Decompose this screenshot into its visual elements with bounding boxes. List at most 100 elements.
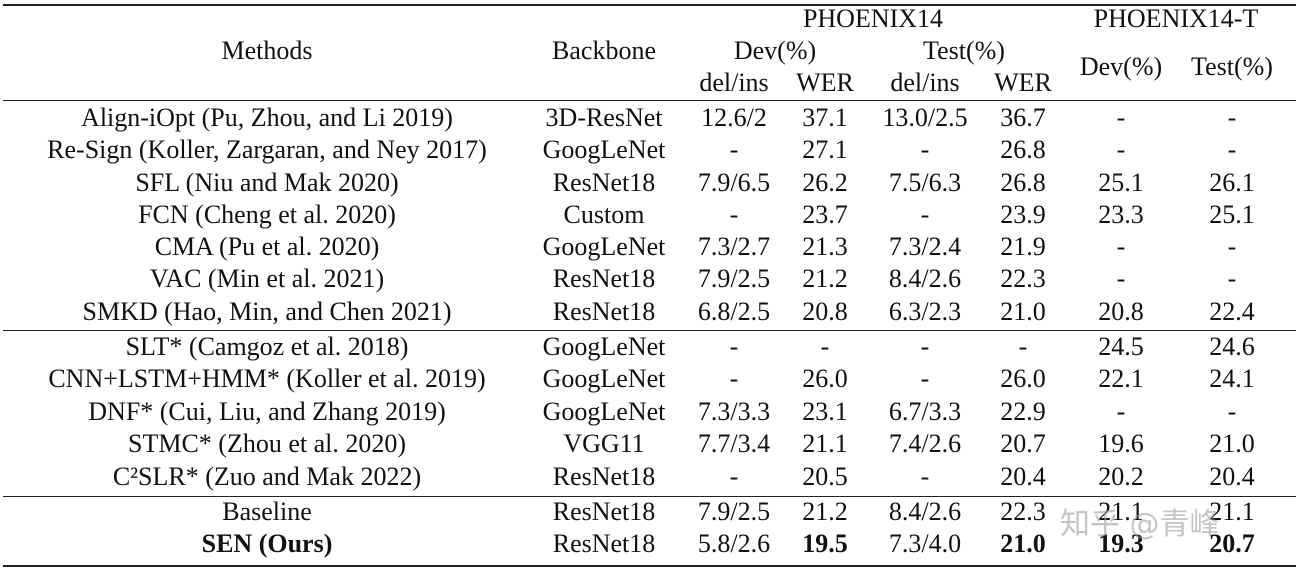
cell-test-di: 7.5/6.3 bbox=[888, 168, 962, 197]
cell-method: STMC* (Zhou et al. 2020) bbox=[127, 429, 407, 458]
cell-t-test: - bbox=[1227, 397, 1237, 426]
cell-method: SLT* (Camgoz et al. 2018) bbox=[125, 332, 409, 361]
cell-test-wer: 20.7 bbox=[1000, 429, 1046, 458]
header-phoenix14: PHOENIX14 bbox=[802, 4, 944, 33]
cell-test-di: 6.7/3.3 bbox=[888, 397, 962, 426]
cell-test-wer: 26.8 bbox=[1000, 135, 1046, 164]
cell-dev-di: - bbox=[729, 332, 739, 361]
cell-backbone: ResNet18 bbox=[552, 497, 656, 526]
cell-t-test: 20.7 bbox=[1209, 529, 1255, 558]
cell-test-wer: 22.3 bbox=[1000, 497, 1046, 526]
cell-t-dev: 19.6 bbox=[1098, 429, 1144, 458]
cell-dev-wer: 23.7 bbox=[802, 200, 848, 229]
header-methods: Methods bbox=[221, 36, 313, 65]
cell-test-di: - bbox=[920, 200, 930, 229]
cell-test-di: 6.3/2.3 bbox=[888, 297, 962, 326]
group-rule-1 bbox=[3, 330, 1296, 331]
cell-t-dev: - bbox=[1116, 103, 1126, 132]
cell-dev-di: 7.9/6.5 bbox=[697, 168, 771, 197]
cell-t-dev: 19.3 bbox=[1098, 529, 1144, 558]
cell-t-dev: 20.8 bbox=[1098, 297, 1144, 326]
cell-t-test: 24.6 bbox=[1209, 332, 1255, 361]
header-backbone: Backbone bbox=[552, 36, 656, 65]
cell-dev-di: 7.9/2.5 bbox=[697, 497, 771, 526]
cell-method: VAC (Min et al. 2021) bbox=[149, 264, 385, 293]
cell-backbone: Custom bbox=[563, 200, 645, 229]
cell-dev-di: 7.3/3.3 bbox=[697, 397, 771, 426]
header-phoenix14t: PHOENIX14-T bbox=[1093, 4, 1259, 33]
cell-t-test: - bbox=[1227, 135, 1237, 164]
cell-method: CMA (Pu et al. 2020) bbox=[154, 232, 380, 261]
cell-method: Re-Sign (Koller, Zargaran, and Ney 2017) bbox=[47, 135, 487, 164]
cell-test-wer: 22.9 bbox=[1000, 397, 1046, 426]
header-dev-wer: WER bbox=[796, 68, 854, 97]
cell-dev-di: 7.7/3.4 bbox=[697, 429, 771, 458]
cell-dev-di: - bbox=[729, 135, 739, 164]
cell-backbone: VGG11 bbox=[563, 429, 645, 458]
cell-dev-wer: 21.3 bbox=[802, 232, 848, 261]
cell-t-test: 25.1 bbox=[1209, 200, 1255, 229]
cell-t-dev: 21.1 bbox=[1098, 497, 1144, 526]
header-dev-delins: del/ins bbox=[699, 68, 769, 97]
cell-backbone: ResNet18 bbox=[552, 168, 656, 197]
cell-test-di: 13.0/2.5 bbox=[882, 103, 968, 132]
cell-dev-di: 7.9/2.5 bbox=[697, 264, 771, 293]
cell-test-di: - bbox=[920, 332, 930, 361]
cell-backbone: ResNet18 bbox=[552, 462, 656, 491]
bottom-rule bbox=[3, 565, 1296, 567]
cell-t-test: - bbox=[1227, 103, 1237, 132]
cell-test-di: 8.4/2.6 bbox=[888, 497, 962, 526]
cell-backbone: 3D-ResNet bbox=[545, 103, 663, 132]
cell-test-wer: 22.3 bbox=[1000, 264, 1046, 293]
header-test: Test(%) bbox=[923, 36, 1005, 65]
cell-t-test: 21.1 bbox=[1209, 497, 1255, 526]
cell-t-test: - bbox=[1227, 264, 1237, 293]
cell-backbone: ResNet18 bbox=[552, 264, 656, 293]
group-rule-2 bbox=[3, 496, 1296, 497]
cell-t-dev: 20.2 bbox=[1098, 462, 1144, 491]
top-rule bbox=[3, 4, 1296, 6]
cell-method: CNN+LSTM+HMM* (Koller et al. 2019) bbox=[48, 364, 486, 393]
cell-method: FCN (Cheng et al. 2020) bbox=[138, 200, 396, 229]
cell-test-di: 7.4/2.6 bbox=[888, 429, 962, 458]
cell-dev-di: - bbox=[729, 364, 739, 393]
cell-backbone: GoogLeNet bbox=[542, 332, 666, 361]
cell-t-dev: 24.5 bbox=[1098, 332, 1144, 361]
cell-dev-wer: 26.2 bbox=[802, 168, 848, 197]
cell-dev-di: - bbox=[729, 462, 739, 491]
cell-test-wer: 23.9 bbox=[1000, 200, 1046, 229]
cell-dev-wer: 21.2 bbox=[802, 264, 848, 293]
cell-method: C²SLR* (Zuo and Mak 2022) bbox=[112, 462, 422, 491]
cell-t-dev: - bbox=[1116, 397, 1126, 426]
cell-test-wer: - bbox=[1018, 332, 1028, 361]
cell-dev-wer: 23.1 bbox=[802, 397, 848, 426]
cell-dev-wer: 27.1 bbox=[802, 135, 848, 164]
cell-method: SMKD (Hao, Min, and Chen 2021) bbox=[82, 297, 452, 326]
cell-dev-wer: 37.1 bbox=[802, 103, 848, 132]
cell-t-dev: - bbox=[1116, 264, 1126, 293]
cell-backbone: ResNet18 bbox=[552, 297, 656, 326]
header-test-wer: WER bbox=[994, 68, 1052, 97]
cell-backbone: GoogLeNet bbox=[542, 135, 666, 164]
cell-dev-wer: 20.5 bbox=[802, 462, 848, 491]
cell-backbone: GoogLeNet bbox=[542, 232, 666, 261]
cell-dev-di: 12.6/2 bbox=[701, 103, 767, 132]
cell-backbone: GoogLeNet bbox=[542, 364, 666, 393]
cell-test-wer: 20.4 bbox=[1000, 462, 1046, 491]
cell-method: DNF* (Cui, Liu, and Zhang 2019) bbox=[88, 397, 446, 426]
cell-test-wer: 21.0 bbox=[1000, 297, 1046, 326]
cell-method: SFL (Niu and Mak 2020) bbox=[135, 168, 399, 197]
cell-t-test: - bbox=[1227, 232, 1237, 261]
cell-method: Align-iOpt (Pu, Zhou, and Li 2019) bbox=[81, 103, 453, 132]
cell-dev-wer: 21.1 bbox=[802, 429, 848, 458]
cell-dev-di: 6.8/2.5 bbox=[697, 297, 771, 326]
cell-t-dev: - bbox=[1116, 135, 1126, 164]
cell-test-di: - bbox=[920, 462, 930, 491]
cell-t-dev: 22.1 bbox=[1098, 364, 1144, 393]
cell-t-dev: 25.1 bbox=[1098, 168, 1144, 197]
cell-backbone: ResNet18 bbox=[552, 529, 656, 558]
cell-dev-di: 5.8/2.6 bbox=[697, 529, 771, 558]
cell-test-wer: 36.7 bbox=[1000, 103, 1046, 132]
cell-test-wer: 21.0 bbox=[1000, 529, 1046, 558]
cell-dev-di: 7.3/2.7 bbox=[697, 232, 771, 261]
